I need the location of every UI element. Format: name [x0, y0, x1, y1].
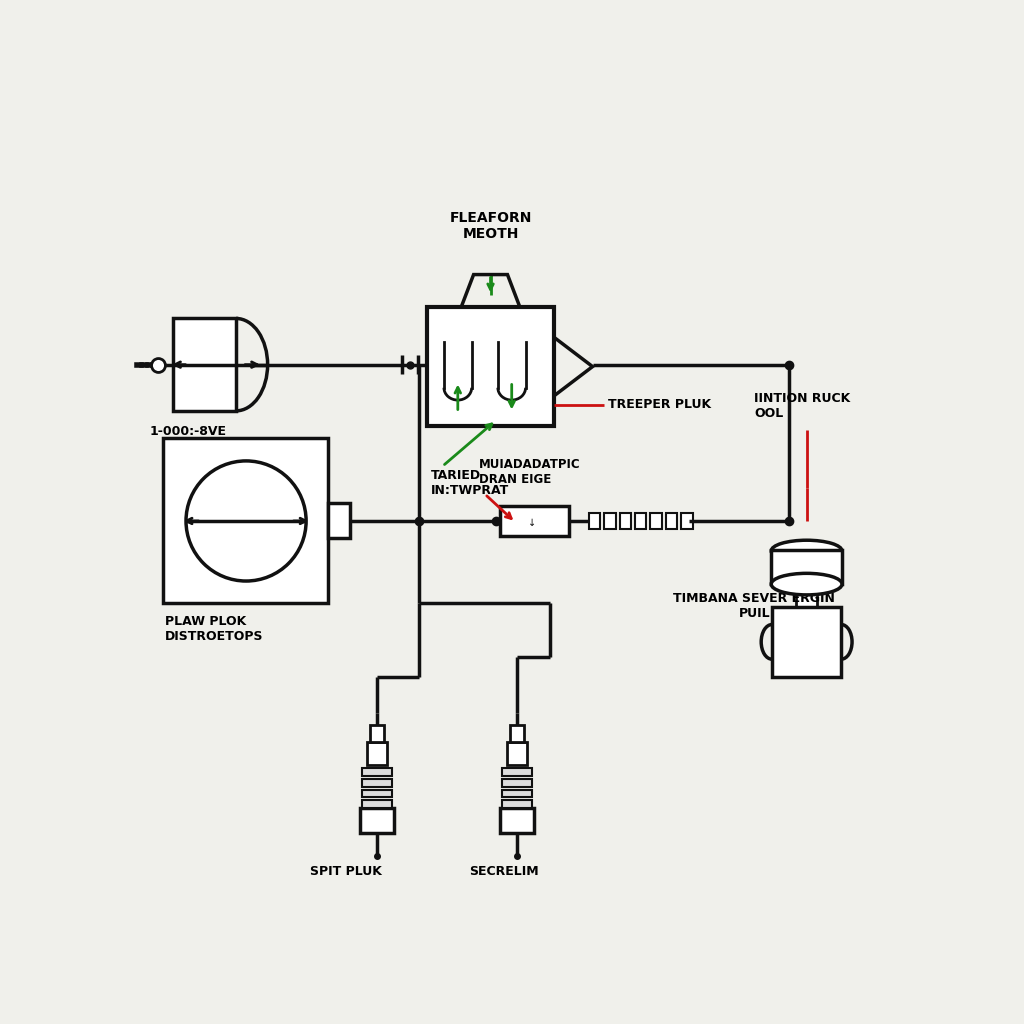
Bar	[782, 625, 831, 669]
Bar	[510, 725, 524, 742]
Ellipse shape	[771, 541, 842, 562]
Bar	[362, 790, 391, 798]
Bar	[503, 768, 531, 776]
Text: MUIADADATPIC
DRAN EIGE: MUIADADATPIC DRAN EIGE	[478, 459, 581, 486]
Bar	[635, 513, 646, 528]
Bar	[500, 506, 569, 537]
Bar	[367, 742, 387, 765]
Bar	[362, 768, 391, 776]
Bar	[503, 801, 531, 808]
Bar	[650, 513, 662, 528]
Text: PLAW PLOK
DISTROETOPS: PLAW PLOK DISTROETOPS	[165, 614, 264, 643]
Bar	[362, 779, 391, 786]
Bar	[604, 513, 615, 528]
Bar	[796, 583, 817, 625]
Bar	[329, 503, 350, 538]
Text: TIMBANA SEVER ERGIN
PUIL: TIMBANA SEVER ERGIN PUIL	[674, 592, 836, 620]
Bar	[500, 808, 535, 833]
Text: 1-000:-8VE: 1-000:-8VE	[150, 425, 226, 437]
Bar	[163, 438, 329, 603]
Text: FLEAFORN
MEOTH: FLEAFORN MEOTH	[450, 211, 531, 242]
Text: TARIED
IN:TWPRAT: TARIED IN:TWPRAT	[431, 469, 509, 497]
Bar	[620, 513, 631, 528]
Bar	[503, 779, 531, 786]
Ellipse shape	[771, 573, 842, 595]
Bar	[427, 307, 554, 426]
Text: SECRELIM: SECRELIM	[469, 865, 539, 879]
Bar	[173, 318, 237, 411]
Bar	[772, 607, 842, 677]
Text: IINTION RUCK
OOL: IINTION RUCK OOL	[755, 392, 851, 420]
Bar	[503, 790, 531, 798]
Bar	[370, 725, 384, 742]
Bar	[681, 513, 692, 528]
Bar	[360, 808, 394, 833]
Bar	[507, 742, 527, 765]
Bar	[771, 550, 842, 584]
Text: ↓: ↓	[528, 517, 537, 527]
Bar	[666, 513, 677, 528]
Bar	[362, 801, 391, 808]
Bar	[589, 513, 600, 528]
Text: SPIT PLUK: SPIT PLUK	[310, 865, 382, 879]
Text: TREEPER PLUK: TREEPER PLUK	[608, 398, 711, 412]
